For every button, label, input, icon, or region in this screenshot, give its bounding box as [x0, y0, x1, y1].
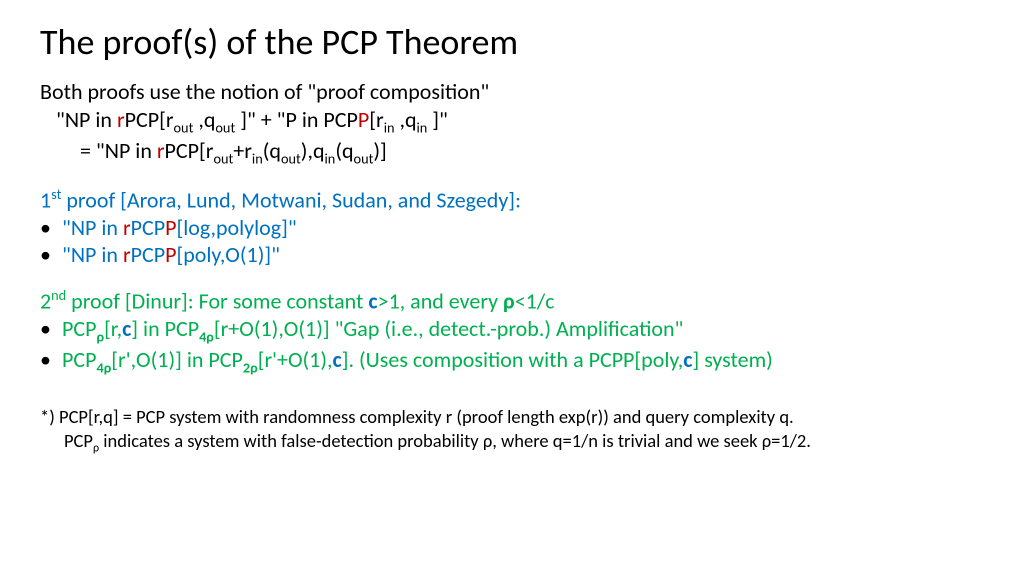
- bullet-icon: •: [40, 241, 62, 269]
- intro-line-3: = "NP in rPCP[rout+rin(qout),qin(qout)]: [40, 137, 984, 168]
- bullet-icon: •: [40, 315, 62, 346]
- proof1-bullet-2: • "NP in rPCPP[poly,O(1)]": [40, 241, 984, 269]
- proof1-heading: 1st proof [Arora, Lund, Motwani, Sudan, …: [40, 186, 984, 214]
- bullet-icon: •: [40, 214, 62, 242]
- proof2-heading: 2nd proof [Dinur]: For some constant c>1…: [40, 287, 984, 315]
- intro-line-2: "NP in rPCP[rout ,qout ]" + "P in PCPP[r…: [40, 106, 984, 137]
- proof2-bullet-1: • PCPρ[r,c] in PCP4ρ[r+O(1),O(1)] "Gap (…: [40, 315, 984, 346]
- slide-title: The proof(s) of the PCP Theorem: [40, 20, 984, 64]
- intro-line-1: Both proofs use the notion of "proof com…: [40, 78, 984, 106]
- footnote-line-1: *) PCP[r,q] = PCP system with randomness…: [40, 405, 984, 429]
- bullet-icon: •: [40, 346, 62, 377]
- footnote-line-2: PCPρ indicates a system with false-detec…: [40, 429, 984, 457]
- proof2-bullet-2: • PCP4ρ[r',O(1)] in PCP2ρ[r'+O(1),c]. (U…: [40, 346, 984, 377]
- proof1-bullet-1: • "NP in rPCPP[log,polylog]": [40, 214, 984, 242]
